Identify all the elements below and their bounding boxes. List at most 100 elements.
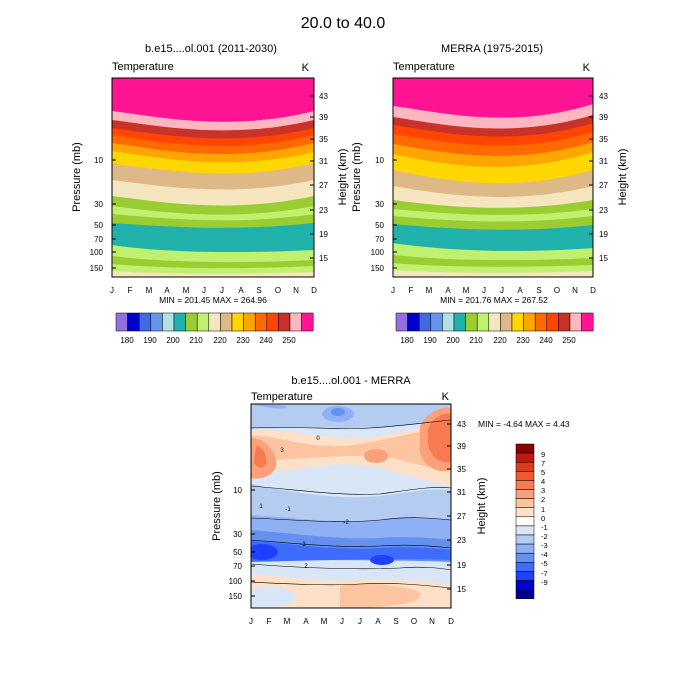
x-tick-label: J <box>500 286 504 295</box>
colorbar-tick-label: 250 <box>282 336 296 345</box>
colorbar-swatch <box>162 312 175 332</box>
colorbar-tick-label: -2 <box>541 532 548 541</box>
x-tick-label: D <box>590 286 596 295</box>
colorbar-swatch <box>465 312 478 332</box>
x-tick-label: S <box>393 617 398 626</box>
panel-difference: b.e15....ol.001 - MERRA Temperature K <box>211 375 570 626</box>
left-string: Temperature <box>393 61 455 73</box>
colorbar-swatch <box>515 571 535 581</box>
colorbar-swatch <box>515 552 535 563</box>
colorbar-tick-label: 210 <box>189 336 203 345</box>
colorbar-swatch <box>173 312 186 332</box>
colorbar-swatch <box>523 312 536 332</box>
min-max-label: MIN = -4.64 MAX = 4.43 <box>478 419 570 429</box>
colorbar-tick-label: 1 <box>541 505 545 514</box>
x-tick-label: J <box>340 617 344 626</box>
colorbar-swatch <box>569 312 582 332</box>
colorbar-swatch <box>196 312 210 332</box>
pressure-tick-label: 100 <box>371 248 385 257</box>
colorbar-swatch <box>500 312 513 332</box>
height-tick-label: 19 <box>599 230 608 239</box>
colorbar-tick-label: 250 <box>562 336 576 345</box>
colorbar-swatch <box>515 507 535 518</box>
colorbar-tick-label: 3 <box>541 486 545 495</box>
panel-merra: MERRA (1975-2015) Temperature K <box>351 43 629 345</box>
x-tick-label: D <box>311 286 317 295</box>
contour-label: 1 <box>259 504 263 510</box>
pressure-tick-label: 50 <box>94 221 103 230</box>
colorbar-swatch <box>278 312 291 332</box>
colorbar-swatch <box>442 312 455 332</box>
height-tick-label: 39 <box>319 113 328 122</box>
panel-title: b.e15....ol.001 (2011-2030) <box>145 43 277 55</box>
colorbar-swatch <box>453 312 466 332</box>
colorbar-swatch <box>266 312 279 332</box>
units-label: K <box>583 62 591 74</box>
x-tick-label: O <box>411 617 417 626</box>
panel-title: MERRA (1975-2015) <box>441 43 543 55</box>
colorbar-swatch <box>515 562 535 572</box>
colorbar-swatch <box>289 312 302 332</box>
pressure-tick-label: 10 <box>94 156 103 165</box>
x-tick-label: N <box>293 286 299 295</box>
x-tick-label: J <box>110 286 114 295</box>
x-tick-label: J <box>391 286 395 295</box>
y-axis-right-label: Height (km) <box>617 149 629 206</box>
colorbar-swatch <box>515 525 535 536</box>
height-tick-label: 43 <box>599 92 608 101</box>
contour-label: -2 <box>343 520 349 526</box>
height-tick-label: 35 <box>319 135 328 144</box>
colorbar-tick-label: -4 <box>541 550 548 559</box>
x-tick-labels: J F M A M J J A S O N D <box>110 286 317 295</box>
x-tick-label: O <box>554 286 560 295</box>
colorbar-swatch <box>301 312 314 332</box>
colorbar-swatch <box>208 312 221 332</box>
x-tick-label: M <box>284 617 291 626</box>
colorbar-swatch <box>138 312 152 332</box>
x-tick-labels: J F M A M J J A S O N D <box>249 617 454 626</box>
x-tick-label: J <box>220 286 224 295</box>
y-axis-label: Pressure (mb) <box>71 142 83 212</box>
x-tick-label: F <box>128 286 133 295</box>
colorbar-swatch <box>511 312 524 332</box>
min-max-label: MIN = 201.76 MAX = 267.52 <box>440 295 548 305</box>
x-tick-label: O <box>275 286 281 295</box>
colorbar-tick-label: -9 <box>541 578 548 587</box>
height-tick-label: 27 <box>457 512 466 521</box>
height-tick-label: 43 <box>457 420 466 429</box>
pressure-tick-label: 100 <box>90 248 104 257</box>
height-tick-label: 23 <box>599 206 608 215</box>
x-tick-label: A <box>375 617 381 626</box>
colorbar-tick-label: 7 <box>541 459 545 468</box>
colorbar-swatch <box>515 516 535 527</box>
pressure-tick-label: 100 <box>229 577 243 586</box>
colorbar-swatch <box>515 534 535 545</box>
x-tick-label: J <box>482 286 486 295</box>
min-max-label: MIN = 201.45 MAX = 264.96 <box>159 295 267 305</box>
pressure-tick-label: 50 <box>375 221 384 230</box>
colorbar-tick-label: 240 <box>259 336 273 345</box>
colorbar-swatch <box>515 443 535 454</box>
colorbar-tick-label: 200 <box>166 336 180 345</box>
colorbar-tick-label: 210 <box>469 336 483 345</box>
colorbar-swatch <box>430 312 443 332</box>
colorbar-swatch <box>488 312 501 332</box>
x-tick-label: M <box>146 286 153 295</box>
units-label: K <box>302 62 310 74</box>
colorbar-labels: 180 190 200 210 220 230 240 250 <box>400 336 576 345</box>
height-tick-label: 27 <box>319 181 328 190</box>
height-tick-label: 15 <box>599 254 608 263</box>
colorbar-swatch <box>127 312 140 332</box>
colorbar-labels: 180 190 200 210 220 230 240 250 <box>120 336 296 345</box>
height-tick-label: 39 <box>599 113 608 122</box>
height-tick-label: 23 <box>457 536 466 545</box>
units-label: K <box>442 391 450 403</box>
colorbar-labels: 9 7 5 4 3 2 1 0 -1 -2 -3 -4 -5 -7 -9 <box>541 450 548 587</box>
colorbar-swatch <box>515 543 535 554</box>
y-axis-label: Pressure (mb) <box>211 471 223 541</box>
colorbar-tick-label: 9 <box>541 450 545 459</box>
colorbar-swatch <box>581 312 594 332</box>
y-axis-right-label: Height (km) <box>476 478 488 535</box>
colorbar-swatch <box>476 312 490 332</box>
panel-title: b.e15....ol.001 - MERRA <box>291 375 411 387</box>
